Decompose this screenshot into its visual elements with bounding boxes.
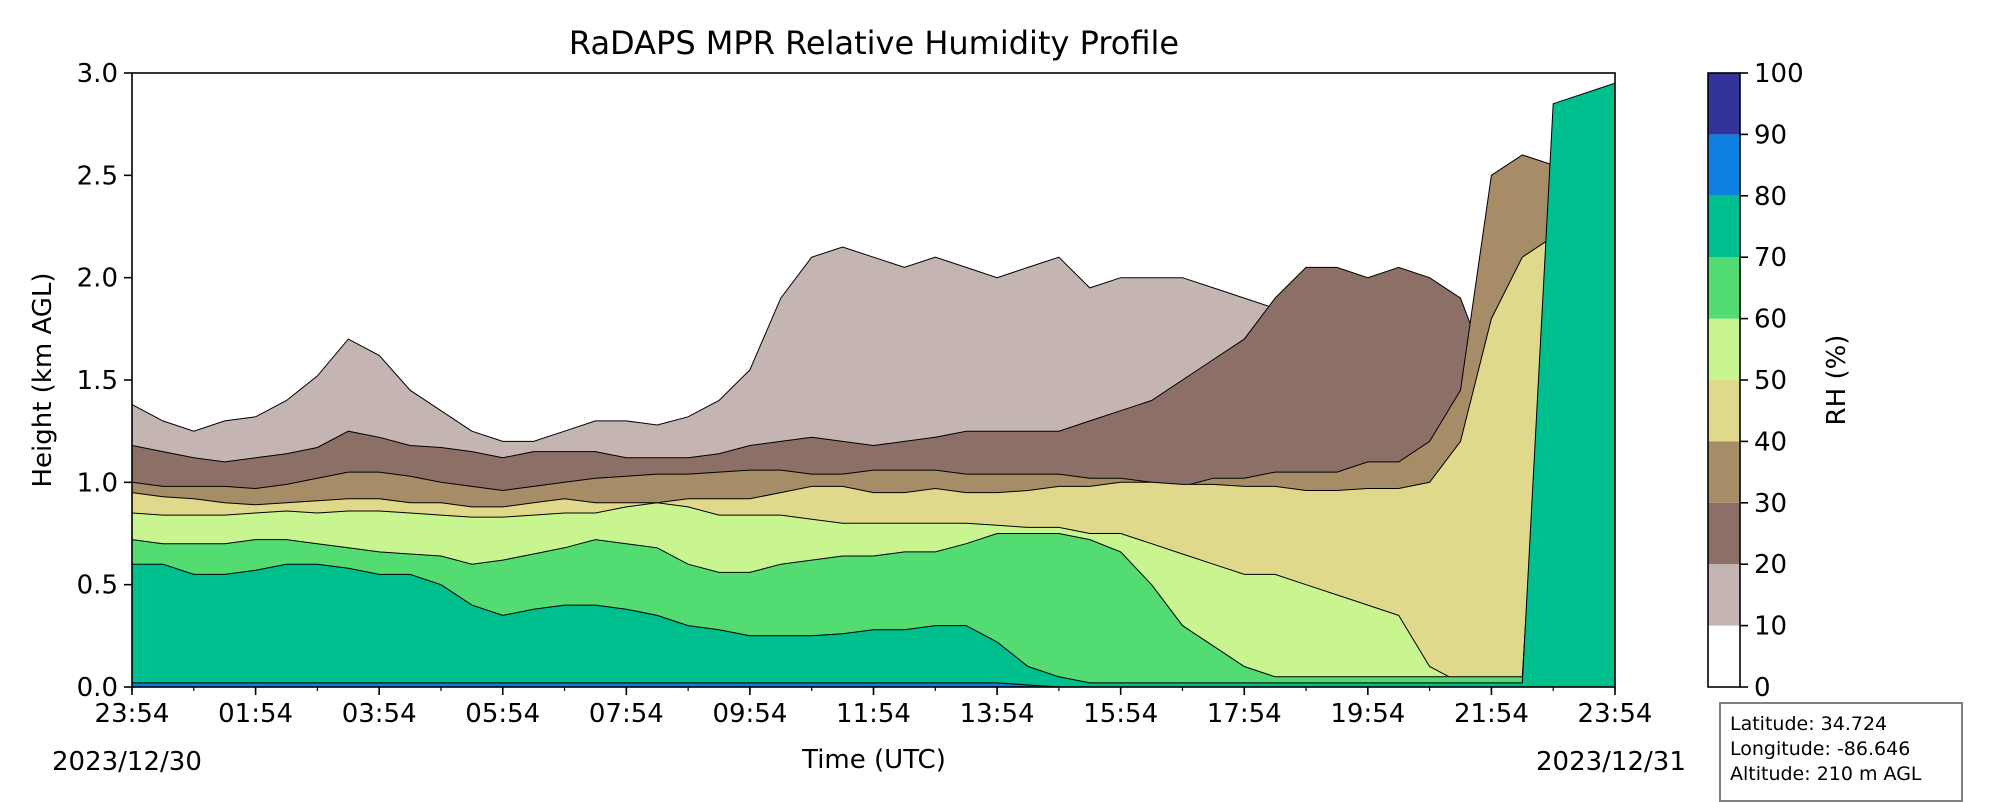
chart-title: RaDAPS MPR Relative Humidity Profile [569, 24, 1179, 62]
colorbar-tick-label: 70 [1754, 243, 1787, 273]
colorbar-segment [1708, 195, 1740, 258]
x-tick-label: 21:54 [1454, 699, 1529, 729]
x-tick-label: 09:54 [712, 699, 787, 729]
end-date-label: 2023/12/31 [1536, 747, 1686, 777]
contour-band-50 [132, 123, 1615, 687]
contour-plot-area [132, 73, 1615, 687]
x-tick-label: 19:54 [1330, 699, 1405, 729]
colorbar-tick-label: 80 [1754, 182, 1787, 212]
y-tick-label: 0.0 [77, 673, 118, 703]
y-tick-label: 0.5 [77, 571, 118, 601]
x-tick-label: 11:54 [836, 699, 911, 729]
x-axis: 23:54 01:54 03:54 05:54 07:54 09:54 11:54 13:54… [95, 687, 1653, 729]
colorbar-segment [1708, 318, 1740, 380]
y-tick-label: 3.0 [77, 59, 118, 89]
colorbar-tick-label: 10 [1754, 612, 1787, 642]
y-axis-label: Height (km AGL) [28, 272, 58, 487]
y-tick-label: 2.0 [77, 264, 118, 294]
y-tick-label: 2.5 [77, 161, 118, 191]
colorbar-segment [1708, 625, 1740, 687]
x-tick-label: 03:54 [342, 699, 417, 729]
x-tick-label: 23:54 [95, 699, 170, 729]
colorbar-segment [1708, 380, 1740, 442]
colorbar-segment [1708, 73, 1740, 135]
x-tick-label: 07:54 [589, 699, 664, 729]
latitude-text: Latitude: 34.724 [1730, 713, 1888, 735]
colorbar-tick-label: 50 [1754, 366, 1787, 396]
x-tick-label: 13:54 [960, 699, 1035, 729]
colorbar-tick-label: 30 [1754, 489, 1787, 519]
x-tick-label: 17:54 [1207, 699, 1282, 729]
colorbar-tick-label: 40 [1754, 427, 1787, 457]
contour-band-80 [132, 682, 1615, 687]
x-tick-label: 05:54 [465, 699, 540, 729]
colorbar-segment [1708, 502, 1740, 565]
x-tick-label: 23:54 [1578, 699, 1653, 729]
contour-band-70 [132, 82, 1615, 687]
colorbar-tick-label: 20 [1754, 550, 1787, 580]
colorbar-tick-label: 0 [1754, 673, 1771, 703]
x-tick-label: 01:54 [218, 699, 293, 729]
longitude-text: Longitude: -86.646 [1730, 738, 1911, 760]
x-tick-label: 15:54 [1083, 699, 1158, 729]
altitude-text: Altitude: 210 m AGL [1730, 763, 1922, 785]
station-info-box: Latitude: 34.724 Longitude: -86.646 Alti… [1719, 702, 1963, 802]
x-axis-label: Time (UTC) [801, 745, 946, 775]
colorbar-tick-label: 90 [1754, 120, 1787, 150]
colorbar-tick-label: 60 [1754, 305, 1787, 335]
colorbar-segment [1708, 564, 1740, 626]
colorbar-tick-label: 100 [1754, 59, 1804, 89]
colorbar-segment [1708, 441, 1740, 503]
y-tick-label: 1.0 [77, 468, 118, 498]
colorbar: 0 10 20 30 40 50 60 70 80 90 100 [1707, 59, 1804, 703]
y-axis: 0.0 0.5 1.0 1.5 2.0 2.5 3.0 [77, 59, 132, 703]
colorbar-segment [1708, 257, 1740, 319]
colorbar-label: RH (%) [1822, 335, 1852, 426]
colorbar-segment [1708, 134, 1740, 196]
y-tick-label: 1.5 [77, 366, 118, 396]
start-date-label: 2023/12/30 [52, 747, 202, 777]
